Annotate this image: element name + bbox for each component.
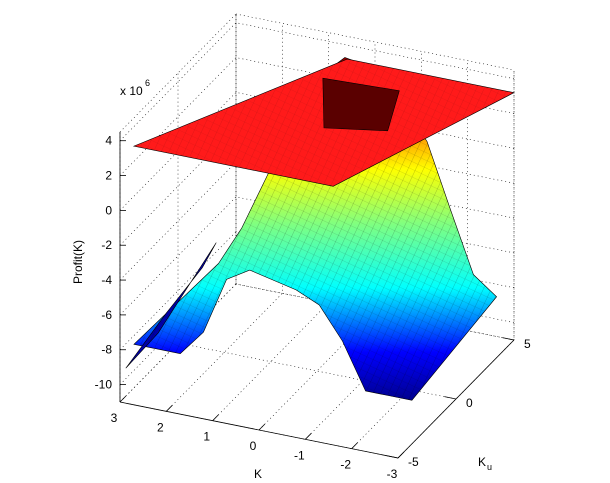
z-tick-label: -10 bbox=[95, 378, 113, 392]
y-axis-label-sub: u bbox=[487, 462, 492, 472]
x-axis-ticks: 3 2 1 0 -1 -2 -3 bbox=[111, 395, 405, 481]
plane-opening bbox=[322, 77, 400, 132]
x-tick: 1 bbox=[203, 414, 219, 444]
z-tick-label: 0 bbox=[105, 203, 112, 217]
x-tick-label: 1 bbox=[203, 430, 210, 444]
x-tick: 3 bbox=[111, 395, 127, 425]
x-tick-label: 0 bbox=[250, 439, 257, 453]
z-axis-label: Profit(K) bbox=[71, 240, 85, 284]
z-exponent-power: 6 bbox=[145, 78, 150, 88]
y-tick-label: -5 bbox=[408, 455, 419, 469]
z-tick-label: -4 bbox=[101, 273, 112, 287]
z-tick: -10 bbox=[95, 378, 126, 392]
z-tick: -8 bbox=[101, 343, 126, 357]
z-tick: -4 bbox=[101, 273, 126, 287]
z-tick: 2 bbox=[105, 169, 126, 183]
y-tick: -5 bbox=[386, 455, 419, 469]
z-tick-label: -8 bbox=[101, 343, 112, 357]
constant-plane bbox=[132, 58, 515, 187]
z-tick: -2 bbox=[101, 238, 126, 252]
y-tick-label: 5 bbox=[524, 337, 531, 351]
z-axis-ticks: 4 2 0 -2 -4 -6 -8 -10 bbox=[95, 134, 126, 392]
z-tick-label: 2 bbox=[105, 169, 112, 183]
x-tick-label: -2 bbox=[340, 458, 351, 472]
z-tick: 0 bbox=[105, 203, 126, 217]
z-tick-label: -2 bbox=[101, 238, 112, 252]
z-exponent-label: x 10 bbox=[120, 84, 143, 98]
x-tick: 0 bbox=[250, 423, 266, 453]
x-tick: -2 bbox=[340, 442, 358, 472]
y-tick-label: 0 bbox=[466, 396, 473, 410]
y-tick: 0 bbox=[444, 396, 473, 410]
z-tick: -6 bbox=[101, 308, 126, 322]
z-tick: 4 bbox=[105, 134, 126, 148]
x-tick-label: 2 bbox=[157, 420, 164, 434]
x-tick-label: -1 bbox=[294, 448, 305, 462]
x-tick-label: 3 bbox=[111, 411, 118, 425]
x-tick: 2 bbox=[157, 405, 173, 434]
x-tick: -1 bbox=[294, 433, 312, 462]
x-axis-label: K bbox=[254, 467, 262, 481]
z-tick-label: 4 bbox=[105, 134, 112, 148]
surface-mesh bbox=[133, 79, 497, 401]
x-tick: -3 bbox=[387, 451, 405, 481]
y-axis-label: K bbox=[478, 455, 486, 469]
y-tick: 5 bbox=[502, 337, 531, 351]
z-tick-label: -6 bbox=[101, 308, 112, 322]
x-tick-label: -3 bbox=[387, 467, 398, 481]
y-axis-ticks: -5 0 5 bbox=[386, 337, 531, 469]
